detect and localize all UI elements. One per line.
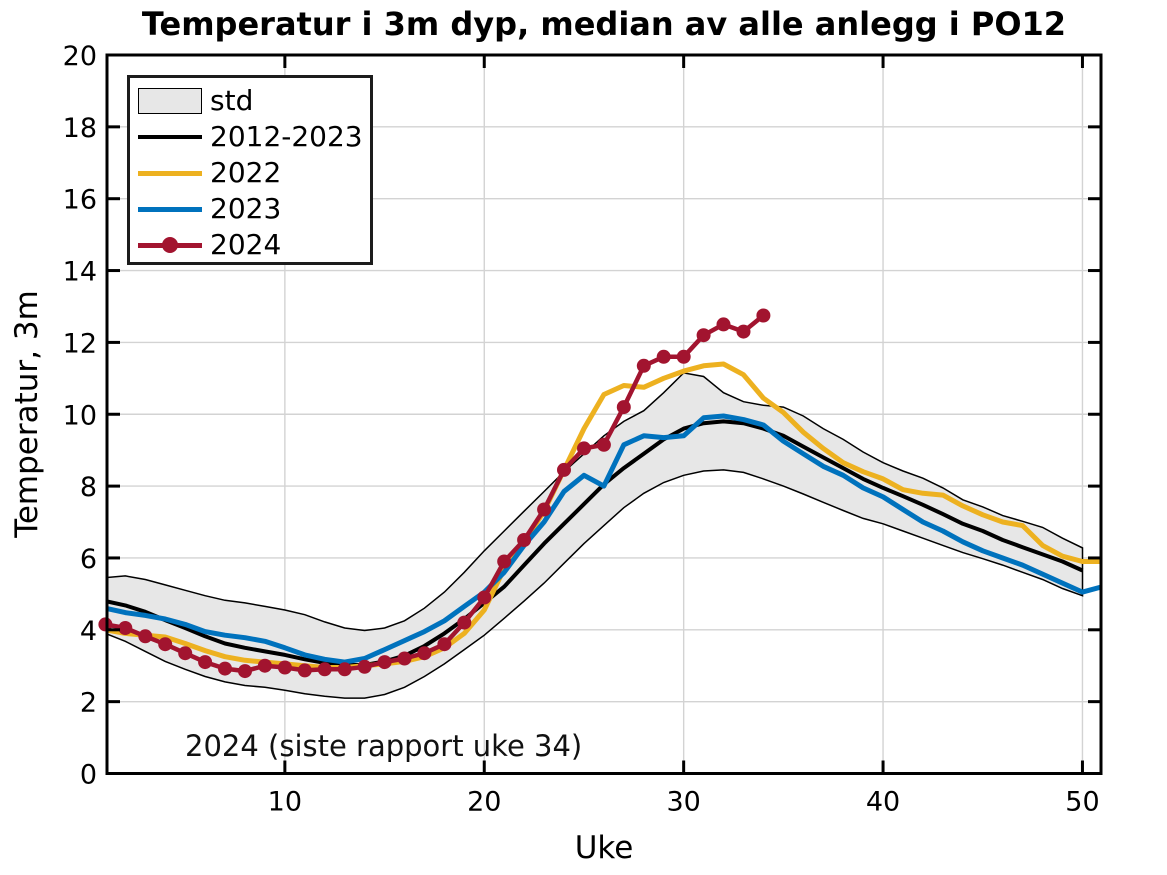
std-band [107, 372, 1084, 699]
legend-item-2023: 2023 [138, 191, 370, 227]
x-tick-label: 10 [268, 787, 302, 818]
series-markers-2024 [98, 308, 771, 679]
series-group [107, 313, 1101, 699]
chart-title: Temperatur i 3m dyp, median av alle anle… [141, 5, 1067, 43]
legend-label-std: std [210, 84, 254, 117]
legend-label-2022: 2022 [210, 156, 282, 189]
series-line-2023 [107, 413, 1101, 665]
series-line-2022 [107, 361, 1101, 670]
x-tick-label: 50 [1065, 787, 1099, 818]
legend-swatch-2023 [138, 206, 202, 212]
annotation-last-report: 2024 (siste rapport uke 34) [185, 729, 583, 763]
y-tick-label: 12 [63, 328, 97, 359]
series-line-2024 [107, 313, 765, 674]
y-tick-label: 18 [63, 113, 97, 144]
series-line-2012-2023 [107, 419, 1084, 667]
ticks: 10 20 30 40 50 0 2 4 6 8 10 12 14 16 18 20 [63, 41, 1101, 818]
legend-item-2024: 2024 [138, 227, 370, 263]
legend-swatch-std [138, 88, 202, 114]
y-tick-label: 14 [63, 257, 97, 288]
x-tick-label: 20 [467, 787, 501, 818]
y-tick-label: 2 [80, 688, 97, 719]
legend-item-std: std [138, 83, 370, 119]
x-axis-label: Uke [574, 830, 634, 866]
y-tick-label: 16 [63, 185, 97, 216]
y-tick-label: 10 [63, 400, 97, 431]
y-tick-label: 20 [63, 41, 97, 72]
y-tick-label: 6 [80, 544, 97, 575]
legend-label-2024: 2024 [210, 228, 282, 261]
legend-label-mean: 2012-2023 [210, 120, 363, 153]
legend-swatch-2024 [138, 237, 202, 253]
legend-label-2023: 2023 [210, 192, 282, 225]
legend-swatch-mean [138, 135, 202, 139]
x-tick-label: 40 [866, 787, 900, 818]
legend-item-2022: 2022 [138, 155, 370, 191]
y-tick-label: 4 [80, 616, 97, 647]
legend: std 2012-2023 2022 2023 2024 [127, 75, 373, 265]
x-tick-label: 30 [666, 787, 700, 818]
legend-swatch-2022 [138, 170, 202, 176]
y-tick-label: 8 [80, 472, 97, 503]
legend-item-mean: 2012-2023 [138, 119, 370, 155]
y-tick-label: 0 [80, 760, 97, 791]
